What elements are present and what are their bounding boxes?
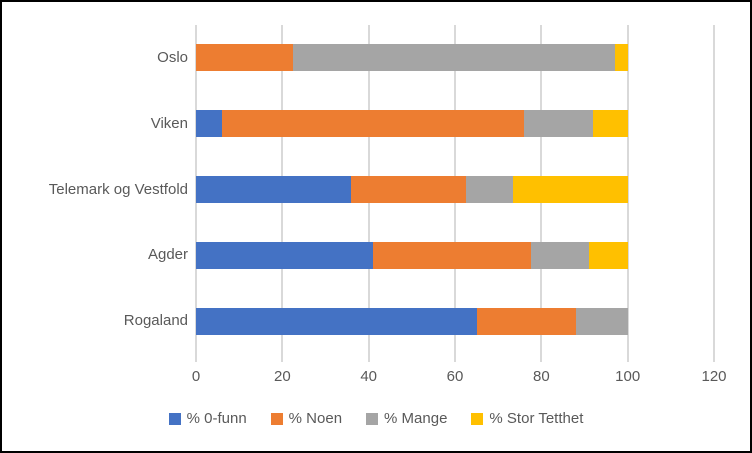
x-axis-tick xyxy=(626,354,629,362)
legend-swatch-icon xyxy=(168,413,181,425)
x-tick-label-40: 40 xyxy=(360,368,377,385)
x-axis-tick xyxy=(540,354,543,362)
bar-segment-Noen-Oslo[interactable] xyxy=(196,44,294,72)
x-tick-label-20: 20 xyxy=(273,368,291,385)
bar-segment-Stor-Tetthet-Telemark-og-Vestfold[interactable] xyxy=(513,176,628,203)
x-axis-tick xyxy=(281,354,284,362)
legend-item-Noen[interactable]: % Noen xyxy=(270,410,343,428)
bar-segment-0-funn-Agder[interactable] xyxy=(196,241,373,269)
legend-swatch-icon xyxy=(270,413,283,425)
bar-segment-0-funn-Viken[interactable] xyxy=(196,110,222,138)
x-axis-tick xyxy=(713,354,715,362)
legend: % 0-funn % Noen % Mange % Stor Tetthet xyxy=(2,410,750,428)
x-tick-label-80: 80 xyxy=(532,368,550,385)
legend-label: % Mange xyxy=(384,410,448,427)
bar-segment-Mange-Viken[interactable] xyxy=(524,110,594,138)
bar-segment-Mange-Telemark-og-Vestfold[interactable] xyxy=(465,176,514,203)
x-axis-tick xyxy=(195,354,197,362)
bar-segment-Noen-Rogaland[interactable] xyxy=(476,307,576,335)
category-label-Agder: Agder xyxy=(147,246,188,264)
legend-label: % 0-funn xyxy=(186,410,247,427)
bar-segment-Noen-Agder[interactable] xyxy=(372,241,531,269)
gridline-x-100 xyxy=(626,25,629,354)
x-tick-label-60: 60 xyxy=(446,368,464,385)
legend-label: % Noen xyxy=(288,410,343,427)
bar-segment-Mange-Oslo[interactable] xyxy=(293,44,615,72)
x-tick-label-100: 100 xyxy=(615,368,641,385)
gridline-x-120 xyxy=(713,25,715,354)
bar-segment-Stor-Tetthet-Viken[interactable] xyxy=(593,110,628,138)
bar-segment-Mange-Rogaland[interactable] xyxy=(575,307,628,335)
bar-segment-Noen-Viken[interactable] xyxy=(221,110,525,138)
bar-segment-Noen-Telemark-og-Vestfold[interactable] xyxy=(351,176,466,203)
x-axis-tick xyxy=(367,354,370,362)
legend-label: % Stor Tetthet xyxy=(489,410,584,427)
category-label-Rogaland: Rogaland xyxy=(123,312,188,330)
bar-segment-Stor-Tetthet-Oslo[interactable] xyxy=(614,44,628,72)
legend-swatch-icon xyxy=(366,413,379,425)
bar-segment-0-funn-Rogaland[interactable] xyxy=(196,307,477,335)
legend-item-Mange[interactable]: % Mange xyxy=(366,410,447,428)
x-axis-tick xyxy=(454,354,456,362)
category-label-Viken: Viken xyxy=(150,114,188,132)
x-tick-label-120: 120 xyxy=(701,368,727,385)
legend-swatch-icon xyxy=(471,413,484,425)
plot-area xyxy=(195,25,715,362)
bar-segment-Stor-Tetthet-Agder[interactable] xyxy=(588,241,628,269)
category-label-Telemark-og-Vestfold: Telemark og Vestfold xyxy=(48,180,188,198)
legend-item-Stor-Tetthet[interactable]: % Stor Tetthet xyxy=(471,410,583,428)
bar-segment-Mange-Agder[interactable] xyxy=(530,241,589,269)
legend-item-0-funn[interactable]: % 0-funn xyxy=(168,410,247,428)
bar-segment-0-funn-Telemark-og-Vestfold[interactable] xyxy=(196,176,352,203)
x-tick-label-0: 0 xyxy=(191,368,201,385)
category-label-Oslo: Oslo xyxy=(157,48,188,66)
